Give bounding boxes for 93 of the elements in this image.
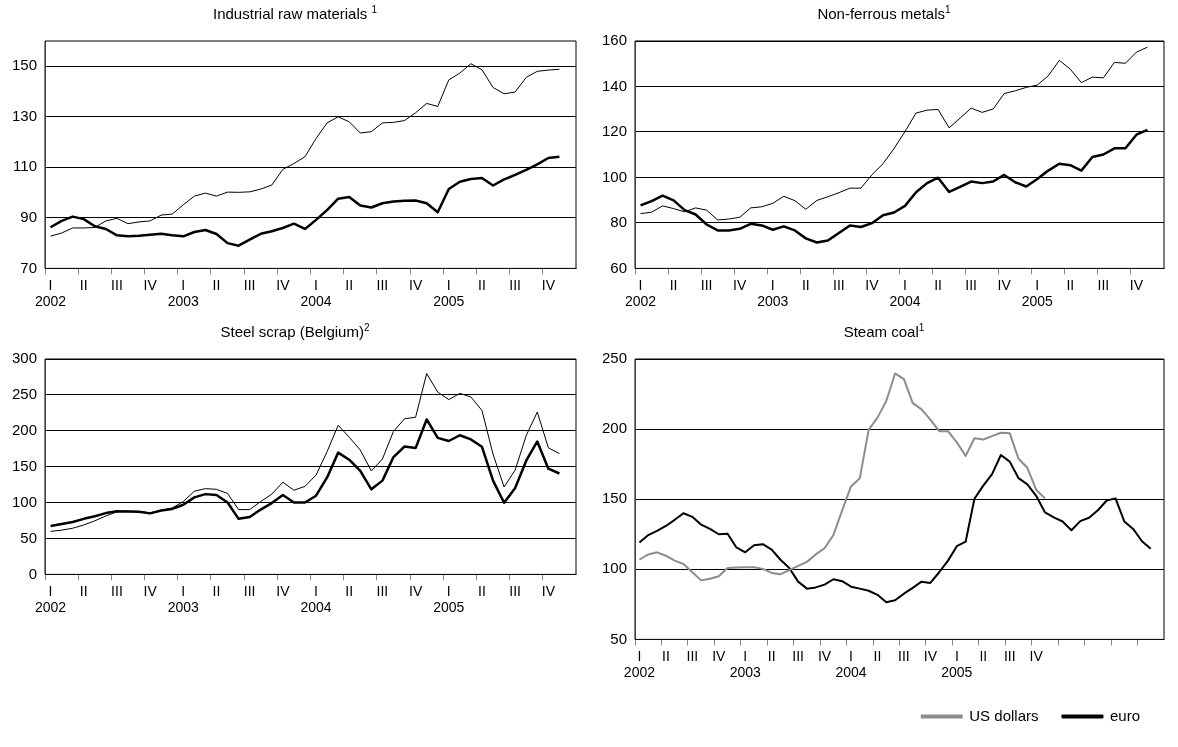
x-tick-label: I 2004 bbox=[889, 276, 921, 310]
x-tick-label: III bbox=[833, 276, 845, 293]
y-tick-label: 80 bbox=[610, 213, 628, 231]
x-tick-label: I 2003 bbox=[757, 276, 789, 310]
x-tick-label: III bbox=[1097, 276, 1110, 293]
y-tick-label: 250 bbox=[602, 349, 628, 367]
x-tick-label: III bbox=[792, 647, 804, 664]
chart-title: Steel scrap (Belgium)$^{2}$ bbox=[219, 322, 371, 340]
x-tick-label: II bbox=[767, 647, 776, 664]
x-tick-label: I 2002 bbox=[34, 276, 67, 310]
x-tick-label: IV bbox=[817, 647, 832, 664]
y-tick-label: 160 bbox=[602, 31, 628, 49]
x-tick-label: II bbox=[873, 647, 882, 664]
y-tick-label: 150 bbox=[12, 56, 38, 74]
x-tick-label: II bbox=[212, 276, 221, 293]
x-tick-label: III bbox=[111, 276, 123, 293]
x-tick-label: I 2005 bbox=[1021, 276, 1054, 310]
x-tick-label: III bbox=[111, 582, 123, 599]
y-tick-label: 250 bbox=[12, 385, 38, 403]
x-tick-label: III bbox=[700, 276, 713, 293]
y-tick-label: 120 bbox=[602, 122, 628, 140]
legend-label: euro bbox=[1109, 706, 1141, 724]
chart-title: Steam coal$^{1}$ bbox=[842, 322, 926, 340]
x-tick-label: III bbox=[376, 582, 389, 599]
x-tick-label: II bbox=[478, 276, 486, 293]
x-tick-label: I 2003 bbox=[167, 582, 200, 616]
y-tick-label: 100 bbox=[602, 559, 628, 577]
x-tick-label: III bbox=[243, 276, 256, 293]
x-tick-label: IV bbox=[1129, 276, 1144, 293]
y-tick-label: 100 bbox=[12, 492, 38, 510]
y-tick-label: 90 bbox=[20, 208, 38, 226]
x-tick-label: I 2002 bbox=[624, 276, 657, 310]
x-tick-label: III bbox=[243, 582, 256, 599]
x-tick-label: I 2005 bbox=[433, 276, 465, 310]
y-tick-label: 200 bbox=[12, 420, 38, 438]
y-tick-label: 150 bbox=[602, 489, 628, 507]
x-tick-label: IV bbox=[541, 276, 556, 293]
x-tick-label: II bbox=[979, 647, 988, 664]
y-tick-label: 140 bbox=[602, 76, 628, 94]
x-tick-label: IV bbox=[997, 276, 1012, 293]
x-tick-label: II bbox=[661, 647, 670, 664]
y-tick-label: 60 bbox=[610, 258, 628, 276]
y-tick-label: 0 bbox=[28, 564, 38, 582]
x-tick-label: IV bbox=[276, 582, 291, 599]
y-tick-label: 200 bbox=[602, 419, 628, 437]
x-tick-label: III bbox=[898, 647, 910, 664]
chart-title: Industrial raw materials $^{1}$ bbox=[212, 4, 378, 22]
x-tick-label: II bbox=[79, 582, 88, 599]
x-tick-label: IV bbox=[733, 276, 747, 293]
x-tick-label: I 2005 bbox=[433, 582, 465, 616]
chart-title: Non-ferrous metals$^{1}$ bbox=[816, 4, 952, 22]
x-tick-label: II bbox=[345, 582, 354, 599]
y-tick-label: 130 bbox=[12, 106, 38, 124]
x-tick-label: II bbox=[1066, 276, 1075, 293]
y-tick-label: 110 bbox=[13, 157, 38, 175]
x-tick-label: III bbox=[1003, 647, 1016, 664]
x-tick-label: IV bbox=[865, 276, 880, 293]
x-tick-label: II bbox=[669, 276, 678, 293]
y-tick-label: 50 bbox=[610, 629, 628, 647]
x-tick-label: I 2002 bbox=[623, 647, 656, 681]
x-tick-label: IV bbox=[408, 276, 423, 293]
x-tick-label: III bbox=[509, 582, 521, 599]
x-tick-label: II bbox=[801, 276, 810, 293]
x-tick-label: I 2003 bbox=[729, 647, 762, 681]
x-tick-label: I 2002 bbox=[34, 582, 67, 616]
x-tick-label: IV bbox=[408, 582, 423, 599]
y-tick-label: 100 bbox=[602, 167, 628, 185]
x-tick-label: I 2004 bbox=[835, 647, 867, 681]
x-tick-label: III bbox=[376, 276, 389, 293]
x-tick-label: IV bbox=[1029, 647, 1044, 664]
x-tick-label: I 2004 bbox=[300, 276, 332, 310]
x-tick-label: II bbox=[934, 276, 942, 293]
x-tick-label: IV bbox=[143, 276, 158, 293]
x-tick-label: II bbox=[345, 276, 354, 293]
y-tick-label: 50 bbox=[20, 528, 38, 546]
x-tick-label: I 2003 bbox=[167, 276, 200, 310]
x-tick-label: II bbox=[478, 582, 486, 599]
x-tick-label: III bbox=[965, 276, 977, 293]
x-tick-label: I 2004 bbox=[300, 582, 332, 616]
x-tick-label: II bbox=[79, 276, 88, 293]
x-tick-label: III bbox=[509, 276, 521, 293]
x-tick-label: IV bbox=[143, 582, 158, 599]
y-tick-label: 300 bbox=[12, 349, 38, 367]
x-tick-label: IV bbox=[541, 582, 556, 599]
legend-label: US dollars bbox=[969, 706, 1039, 724]
x-tick-label: IV bbox=[712, 647, 727, 664]
x-tick-label: II bbox=[212, 582, 221, 599]
x-tick-label: IV bbox=[276, 276, 291, 293]
y-tick-label: 70 bbox=[20, 258, 38, 276]
y-tick-label: 150 bbox=[12, 456, 38, 474]
x-tick-label: IV bbox=[923, 647, 938, 664]
x-tick-label: III bbox=[686, 647, 699, 664]
x-tick-label: I 2005 bbox=[941, 647, 973, 681]
